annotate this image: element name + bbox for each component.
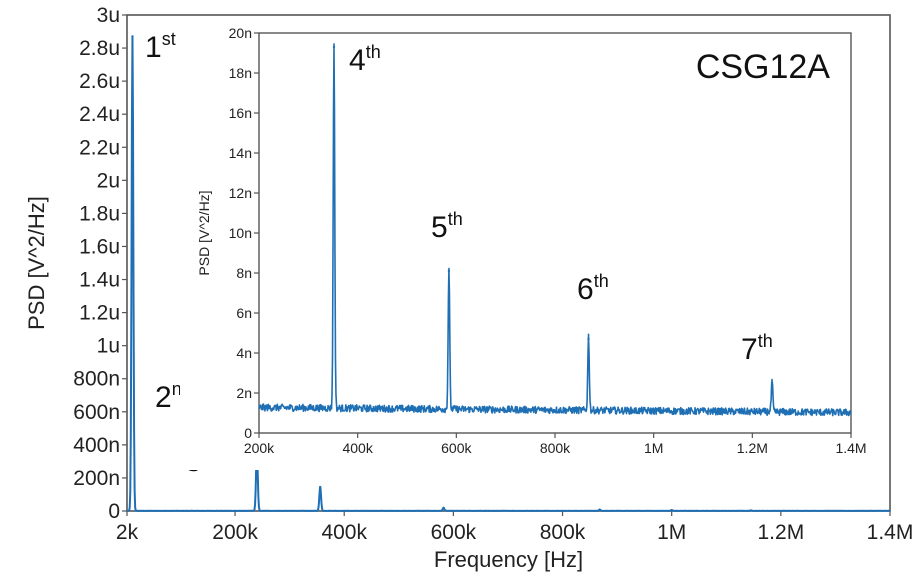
inset-harmonic-suffix-5: th	[448, 209, 463, 229]
main-peak-point	[131, 35, 134, 38]
inset-y-tick-label: 18n	[229, 65, 252, 81]
main-y-tick-label: 400n	[73, 434, 120, 457]
inset-y-tick-label: 12n	[229, 185, 252, 201]
inset-x-tick-label: 1.2M	[737, 440, 768, 456]
inset-y-tick-label: 14n	[229, 145, 252, 161]
main-peak-point	[670, 508, 673, 512]
inset-y-tick-label: 6n	[236, 305, 252, 321]
main-x-tick-label: 600k	[431, 521, 477, 544]
main-y-tick-label: 2u	[97, 169, 120, 192]
main-peak-point	[442, 506, 445, 510]
inset-harmonic-suffix-4: th	[366, 42, 381, 62]
main-y-tick-label: 2.6u	[79, 70, 120, 93]
main-x-tick-label: 2k	[116, 521, 139, 544]
main-peak-point	[598, 508, 601, 511]
main-y-tick-label: 2.2u	[79, 136, 120, 159]
inset-chart-title: CSG12A	[696, 48, 830, 86]
inset-y-tick-label: 4n	[236, 345, 252, 361]
main-y-tick-label: 2.4u	[79, 103, 120, 126]
main-x-tick-label: 800k	[540, 521, 586, 544]
main-y-tick-label: 1.8u	[79, 202, 120, 225]
inset-plot-frame	[258, 32, 852, 434]
inset-y-tick-label: 20n	[229, 25, 252, 41]
main-y-tick-label: 600n	[73, 401, 120, 424]
main-x-tick-label: 1M	[657, 521, 686, 544]
main-peak-point	[749, 509, 753, 512]
inset-x-tick-label: 400k	[342, 440, 373, 456]
main-x-tick-label: 1.2M	[758, 521, 805, 544]
inset-x-tick-label: 800k	[540, 440, 571, 456]
main-psd-series-line	[126, 35, 891, 512]
main-x-tick-label: 400k	[321, 521, 367, 544]
inset-y-tick-label: 8n	[236, 265, 252, 281]
main-y-axis-title: PSD [V^2/Hz]	[24, 196, 49, 330]
inset-harmonic-suffix-6: th	[594, 271, 609, 291]
main-harmonic-suffix-1: st	[162, 29, 176, 49]
main-y-tick-label: 1.4u	[79, 269, 120, 292]
inset-x-tick-label: 1M	[644, 440, 663, 456]
main-y-tick-label: 1u	[97, 335, 120, 358]
inset-plot: 0 2n 4n 6n 8n 10n 12n 14n 16n 18n 20n 200k 400k 600k 8…	[180, 20, 880, 470]
inset-psd-series-line	[258, 43, 852, 417]
inset-peak-point	[332, 45, 336, 49]
main-y-tick-label: 800n	[73, 368, 120, 391]
main-y-tick-label: 200n	[73, 467, 120, 490]
inset-peak-point	[770, 381, 774, 385]
inset-y-axis-title: PSD [V^2/Hz]	[196, 190, 212, 275]
inset-peak-point	[587, 337, 590, 341]
main-y-tick-label: 1.2u	[79, 302, 120, 325]
main-peak-point	[319, 485, 322, 489]
main-y-tick-label: 2.8u	[79, 37, 120, 60]
inset-y-tick-label: 2n	[236, 385, 252, 401]
main-x-tick-label: 1.4M	[867, 521, 914, 544]
inset-x-tick-label: 200k	[244, 440, 275, 456]
inset-harmonic-suffix-7: th	[758, 331, 773, 351]
inset-peak-point	[447, 269, 451, 273]
main-y-tick-label: 0	[108, 500, 120, 523]
inset-x-tick-label: 600k	[441, 440, 472, 456]
inset-x-tick-label: 1.4M	[835, 440, 866, 456]
inset-y-tick-label: 10n	[229, 225, 252, 241]
main-y-tick-label: 1.6u	[79, 235, 120, 258]
main-y-tick-label: 3u	[97, 4, 120, 27]
main-x-axis-title: Frequency [Hz]	[434, 547, 583, 572]
main-x-tick-label: 200k	[212, 521, 258, 544]
inset-y-tick-label: 16n	[229, 105, 252, 121]
inset-y-tick-label: 0	[244, 425, 252, 441]
